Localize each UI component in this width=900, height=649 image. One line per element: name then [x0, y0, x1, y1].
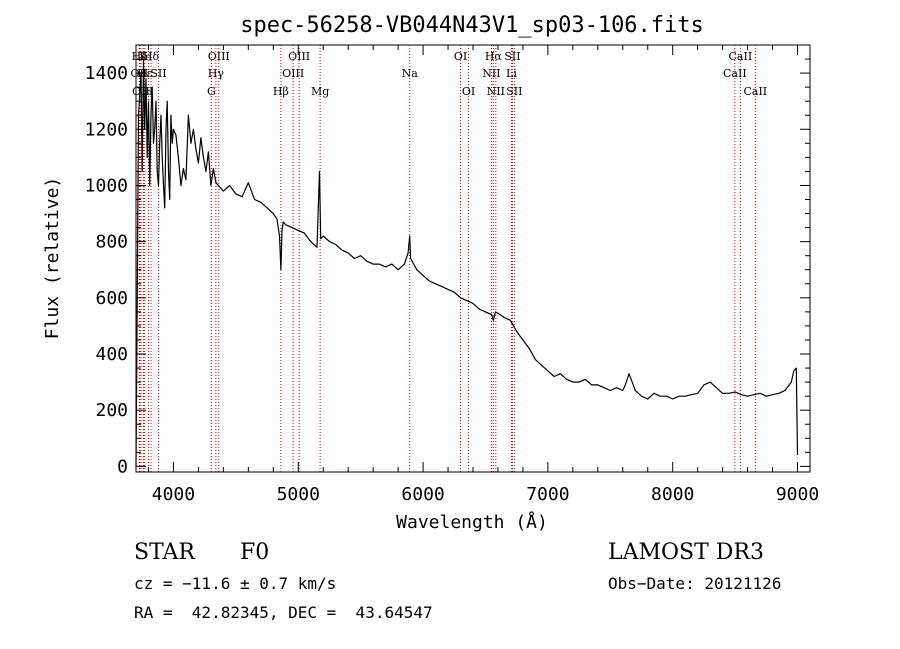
marker-label-25: CaII	[723, 67, 747, 80]
x-axis: 4000 5000 6000 7000 8000 9000	[147, 45, 819, 505]
marker-label-23: SII	[506, 85, 522, 98]
y-tick-label-1: 200	[95, 400, 128, 421]
marker-label-15: Na	[402, 67, 419, 80]
marker-label-14: Mg	[311, 85, 329, 98]
marker-label-22: NII	[487, 85, 505, 98]
marker-label-18: Hα	[485, 50, 503, 63]
marker-label-24: CaII	[729, 50, 753, 63]
subclass: F0	[240, 540, 270, 565]
survey-name: LAMOST DR3	[608, 540, 764, 565]
y-tick-label-2: 400	[95, 344, 128, 365]
marker-label-17: OI	[462, 85, 475, 98]
marker-label-5: SII	[150, 67, 166, 80]
marker-label-12: OIII	[282, 67, 304, 80]
flux-series	[135, 58, 799, 467]
observation-date: Obs−Date: 20121126	[608, 574, 782, 593]
marker-label-20: NII	[482, 67, 500, 80]
marker-label-7: H	[144, 85, 154, 98]
y-tick-label-6: 1200	[85, 119, 128, 140]
marker-label-8: OIII	[208, 50, 230, 63]
x-tick-label-4: 8000	[651, 484, 694, 505]
marker-label-11: OIII	[288, 50, 310, 63]
marker-label-13: Hβ	[273, 85, 289, 98]
y-tick-label-4: 800	[95, 232, 128, 253]
marker-label-19: SII	[504, 50, 520, 63]
x-tick-label-3: 7000	[526, 484, 569, 505]
marker-label-16: OI	[454, 50, 467, 63]
x-tick-label-2: 6000	[401, 484, 444, 505]
x-tick-label-0: 4000	[152, 484, 195, 505]
x-tick-label-5: 9000	[776, 484, 819, 505]
marker-label-10: G	[207, 85, 216, 98]
chart-title: spec-56258-VB044N43V1_sp03-106.fits	[240, 13, 704, 38]
object-class: STAR	[134, 540, 195, 565]
y-tick-label-0: 0	[117, 456, 128, 477]
x-tick-label-1: 5000	[277, 484, 320, 505]
x-axis-label: Wavelength (Å)	[396, 511, 548, 533]
series-line-0	[135, 58, 799, 467]
y-tick-label-3: 600	[95, 288, 128, 309]
y-axis: 0 200 400 600 800 1000 1200 1400	[85, 58, 810, 477]
redshift-velocity: cz = −11.6 ± 0.7 km/s	[134, 574, 337, 593]
y-tick-label-5: 1000	[85, 175, 128, 196]
plot-frame	[135, 44, 811, 473]
marker-label-9: Hγ	[208, 67, 225, 80]
y-tick-label-7: 1400	[85, 63, 128, 84]
marker-label-21: Li	[506, 67, 517, 80]
marker-label-1: K	[139, 50, 148, 63]
marker-label-2: Hδ	[143, 50, 160, 63]
marker-label-26: CaII	[743, 85, 767, 98]
coordinates: RA = 42.82345, DEC = 43.64547	[134, 603, 433, 622]
y-axis-label: Flux (relative)	[42, 177, 63, 340]
